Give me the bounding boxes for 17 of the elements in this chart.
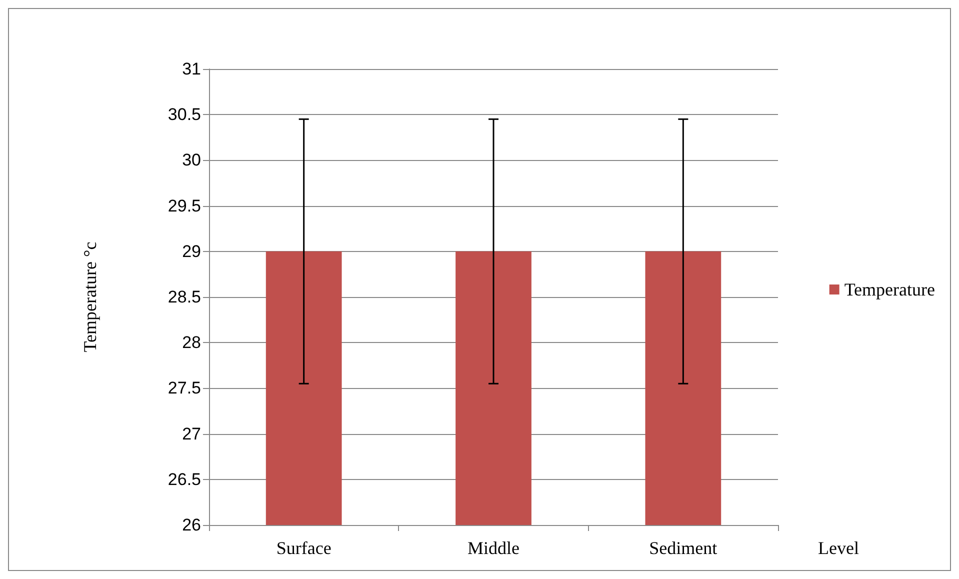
y-tick-label: 30.5 bbox=[168, 105, 201, 124]
x-tick-label: Surface bbox=[276, 538, 332, 558]
y-tick-label: 31 bbox=[182, 60, 201, 78]
y-tick-label: 30 bbox=[182, 150, 201, 170]
y-tick-label: 29 bbox=[182, 242, 201, 261]
x-axis-title: Level bbox=[818, 538, 859, 558]
y-tick-label: 26.5 bbox=[168, 470, 201, 489]
x-tick-label: Sediment bbox=[649, 538, 718, 558]
y-tick-label: 29.5 bbox=[168, 196, 201, 216]
legend-label: Temperature bbox=[844, 280, 936, 300]
y-tick-label: 28 bbox=[182, 333, 201, 352]
y-tick-label: 26 bbox=[182, 516, 201, 534]
y-tick-label: 27.5 bbox=[168, 378, 201, 398]
y-tick-label: 27 bbox=[182, 424, 201, 444]
y-axis-title: Temperature °c bbox=[80, 242, 100, 352]
x-tick-label: Middle bbox=[468, 538, 520, 558]
y-tick-label: 28.5 bbox=[168, 288, 201, 306]
